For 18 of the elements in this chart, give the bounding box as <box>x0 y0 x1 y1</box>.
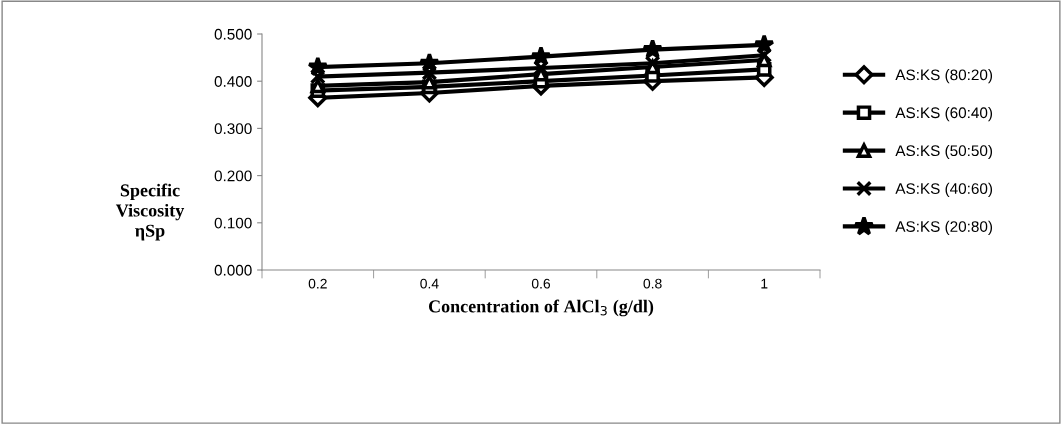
legend-label: AS:KS (50:50) <box>895 144 993 160</box>
y-tick-label: 0.200 <box>214 170 252 182</box>
x-tick-label: 0.2 <box>308 278 327 289</box>
x-axis-title: Concentration of AlCl$_{3}$ (g/dl) <box>428 299 654 317</box>
y-tick-label: 0.500 <box>214 28 252 40</box>
y-tick-label: 0.100 <box>214 217 252 229</box>
y-tick-label: 0.400 <box>214 76 252 87</box>
legend-label: AS:KS (60:40) <box>895 106 993 122</box>
x-tick-label: 0.4 <box>420 278 439 289</box>
legend-label: AS:KS (80:20) <box>895 69 993 84</box>
legend-label: AS:KS (40:60) <box>895 182 993 198</box>
y-tick-label: 0.300 <box>214 123 252 135</box>
y-tick-label: 0.000 <box>214 264 252 276</box>
legend-label: AS:KS (20:80) <box>895 220 993 235</box>
y-axis-title: Specific Viscosity ηSp <box>115 183 185 241</box>
x-tick-label: 1 <box>761 278 768 289</box>
x-tick-label: 0.6 <box>531 278 551 289</box>
x-tick-label: 0.8 <box>643 278 662 289</box>
